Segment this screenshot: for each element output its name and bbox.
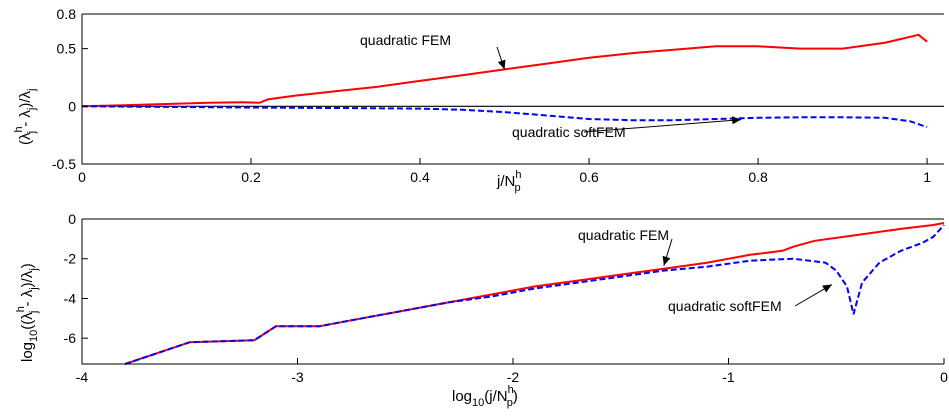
bot-x-tick-label: -1	[722, 369, 735, 385]
top-ylabel-b: - λ	[17, 110, 34, 131]
top-x-tick-label: 0.4	[410, 169, 430, 185]
top-y-tick-label: 0.5	[57, 41, 77, 57]
top-y-tick-label: -0.5	[52, 156, 76, 172]
top-xlabel-sub: p	[514, 182, 520, 194]
bot-x-tick-label: -2	[507, 369, 520, 385]
top-ylabel-sub2: j	[26, 108, 38, 111]
top-x-ticks: 0 0.2 0.4 0.6 0.8 1	[78, 158, 931, 185]
bottom-ylabel-log: log	[19, 342, 36, 362]
bottom-ylabel-b: - λ	[19, 289, 36, 310]
bottom-ylabel-sup: h	[15, 306, 27, 312]
bottom-label-quadratic-softfem: quadratic softFEM	[668, 298, 782, 314]
top-ylabel-sub3: j	[26, 89, 38, 92]
top-x-axis-label: j/Nh p	[496, 169, 521, 194]
top-series-quadratic-fem	[81, 33, 928, 108]
top-ylabel-a: (λ	[17, 132, 34, 145]
top-arrow-quadratic-softfem	[583, 119, 742, 133]
bottom-y-ticks: 0 -2 -4 -6	[64, 211, 88, 346]
bottom-x-axis-label: log10(j/Nh p)	[452, 384, 518, 409]
bottom-series-group	[124, 222, 945, 365]
top-xlabel-main: j/N	[496, 173, 515, 190]
top-y-tick-label: 0.8	[57, 6, 77, 22]
top-y-axis-label: (λhj - λj)/λj	[13, 89, 38, 146]
bottom-ylabel-d: )	[19, 263, 36, 268]
top-x-tick-label: 0.8	[748, 169, 768, 185]
bot-y-tick-label: -2	[64, 251, 77, 267]
top-x-tick-label: 0.6	[579, 169, 599, 185]
bottom-ylabel-sub1: 10	[28, 330, 40, 342]
bottom-ylabel-c: )/λ	[19, 270, 36, 287]
bot-y-tick-label: -6	[64, 330, 77, 346]
top-series-group	[81, 33, 928, 129]
bottom-xlabel-mid: (j/N	[484, 388, 507, 405]
bottom-xlabel-sup: h	[508, 384, 514, 396]
top-chart: 0 0.2 0.4 0.6 0.8 1 0.80.50-0.5 j/Nh p (λhj - …	[13, 6, 944, 194]
bottom-ylabel-sub2: j	[28, 311, 40, 314]
top-label-quadratic-fem: quadratic FEM	[360, 32, 451, 48]
bottom-x-ticks: -4 -3 -2 -1 0	[76, 358, 948, 385]
bottom-xlabel-end: )	[513, 388, 518, 405]
bottom-label-quadratic-fem: quadratic FEM	[578, 227, 669, 243]
top-series-quadratic-softfem	[81, 105, 928, 129]
top-label-quadratic-softfem: quadratic softFEM	[512, 124, 626, 140]
bottom-ylabel-sub3: j	[28, 287, 40, 290]
bottom-chart: -4 -3 -2 -1 0 0-2-4-6 log10(j/Nh p) log10((λh…	[15, 211, 948, 409]
bottom-ylabel-a: ((λ	[19, 312, 36, 330]
bottom-xlabel-log: log	[452, 388, 472, 405]
top-y-tick-label: 0	[68, 98, 76, 114]
top-x-tick-label: 1	[923, 169, 931, 185]
top-ylabel-sub1: j	[26, 131, 38, 134]
bot-y-tick-label: 0	[68, 211, 76, 227]
top-plot-area	[82, 14, 944, 164]
bot-x-tick-label: -4	[76, 369, 89, 385]
bottom-xlabel-sub1: 10	[472, 397, 484, 409]
bottom-xlabel-sub2: p	[507, 397, 513, 409]
top-x-tick-label: 0.2	[241, 169, 261, 185]
top-y-ticks: 0.8 0.5 0 -0.5	[52, 6, 88, 172]
top-ylabel-c: )/λ	[17, 90, 34, 107]
bot-x-tick-label: 0	[940, 369, 948, 385]
top-ylabel-sup: h	[13, 126, 25, 132]
top-arrowhead-quadratic-softfem	[731, 116, 742, 125]
bottom-arrowhead-quadratic-fem	[662, 255, 671, 266]
top-arrowhead-quadratic-fem	[497, 59, 506, 70]
bottom-y-axis-label: log10((λhj - λj)/λj)	[15, 263, 40, 362]
bottom-arrowhead-quadratic-softfem	[822, 284, 832, 293]
bot-series-quadratic-softfem	[124, 224, 945, 365]
top-xlabel-sup: h	[515, 169, 521, 181]
bot-y-tick-label: -4	[64, 290, 77, 306]
bot-x-tick-label: -3	[291, 369, 304, 385]
bottom-ylabel-sub4: j	[28, 268, 40, 271]
top-x-tick-label: 0	[78, 169, 86, 185]
